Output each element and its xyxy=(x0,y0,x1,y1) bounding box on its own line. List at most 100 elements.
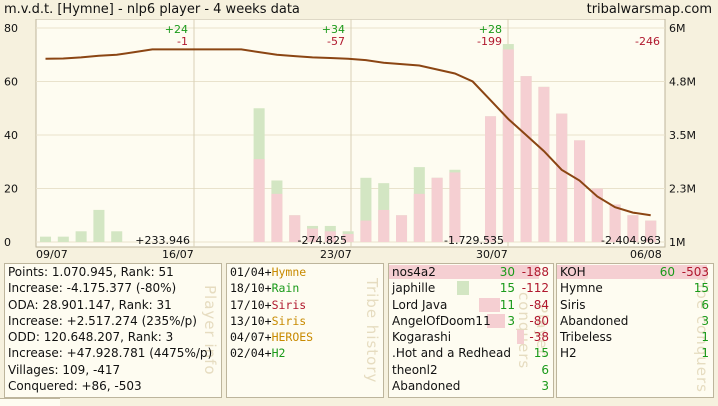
y-left-tick: 0 xyxy=(4,236,11,249)
bar-loss xyxy=(609,204,621,242)
bar-gain xyxy=(57,236,69,242)
conquer-loss-bar xyxy=(479,297,500,312)
bar-loss xyxy=(289,215,301,242)
tribe-history-date: 01/04 xyxy=(230,265,265,279)
conquer-name[interactable]: KOH xyxy=(560,265,586,279)
bar-loss xyxy=(627,215,639,242)
tribe-history-plus: + xyxy=(264,346,272,361)
conquer-gain: 6 xyxy=(701,297,709,312)
conquer-name[interactable]: nos4a2 xyxy=(392,265,436,279)
bar-loss xyxy=(574,140,586,242)
conquer-name[interactable]: theonl2 xyxy=(392,362,438,377)
bar-loss xyxy=(253,159,265,242)
tribe-history-date: 02/04 xyxy=(230,346,265,361)
conquer-row: theonl2 6 xyxy=(389,362,553,378)
tribe-history-item: 04/07+HEROES xyxy=(227,329,383,345)
conquer-loss: -503 xyxy=(681,265,709,279)
bar-gain xyxy=(93,209,105,242)
bar-loss xyxy=(502,49,514,243)
conquer-name[interactable]: Lord Java xyxy=(392,297,448,312)
tribe-history-name[interactable]: HEROES xyxy=(271,330,314,345)
bar-loss xyxy=(520,76,532,243)
bar-loss xyxy=(360,220,372,242)
player-info-line: Conquered: +86, -503 xyxy=(8,379,142,394)
annotation-loss: -1 xyxy=(177,35,188,48)
y-left-tick: 60 xyxy=(4,76,18,89)
conquer-row: Lord Java 11 -84 xyxy=(389,297,553,313)
site-name[interactable]: tribalwarsmap.com xyxy=(586,2,712,17)
conquer-gain: 15 xyxy=(693,281,709,296)
bar-loss xyxy=(324,231,336,242)
player-info-line: ODD: 120.648.207, Rank: 3 xyxy=(8,330,174,345)
chart-title: m.v.d.t. [Hymne] - nlp6 player - 4 weeks… xyxy=(4,2,300,17)
x-tick-label: 06/08 xyxy=(630,248,662,259)
conquer-row: Hymne 15 xyxy=(557,280,713,296)
annotation-change: -2.404.963 xyxy=(601,234,661,247)
tribe-history-name[interactable]: Siris xyxy=(271,313,307,328)
tribe-history-name[interactable]: Siris xyxy=(271,297,307,312)
conquer-name[interactable]: Abandoned xyxy=(560,313,629,328)
player-info-line: ODA: 28.901.147, Rank: 31 xyxy=(8,297,172,312)
annotation-gain: +24 xyxy=(165,23,188,36)
conquer-row: KOH 60 -503 xyxy=(557,264,713,280)
conquer-name[interactable]: Siris xyxy=(560,297,586,312)
conquer-gain: 3 xyxy=(507,313,515,328)
bar-loss xyxy=(378,209,390,242)
conquer-row: Siris 6 xyxy=(557,297,713,313)
conquer-header-bar xyxy=(389,265,539,279)
bar-gain xyxy=(111,231,123,242)
conquer-loss: -188 xyxy=(521,265,549,279)
conquer-gain: 6 xyxy=(541,362,549,377)
tribe-history-name[interactable]: Hymne xyxy=(271,265,307,279)
player-info-panel: Player info Points: 1.070.945, Rank: 51 I… xyxy=(4,263,222,398)
conquer-name[interactable]: japhille xyxy=(392,281,436,296)
annotation-gain: +34 xyxy=(322,23,345,36)
tribe-history-item: 18/10+Rain xyxy=(227,280,383,296)
conquer-gain: 1 xyxy=(701,346,709,361)
tribe-history-item: 01/04+Hymne xyxy=(227,264,383,280)
annotation-gain: +28 xyxy=(479,23,502,36)
annotation-change: -1.729.535 xyxy=(444,234,504,247)
conquer-gain: 3 xyxy=(701,313,709,328)
conquer-loss: -84 xyxy=(529,297,549,312)
conquer-row: Abandoned 3 xyxy=(389,378,553,394)
bar-gain xyxy=(75,231,87,242)
player-info-line: Increase: -4.175.377 (-80%) xyxy=(8,281,177,296)
tribe-history-plus: + xyxy=(264,281,272,296)
conquer-name[interactable]: Abandoned xyxy=(392,379,461,394)
conquer-loss: -80 xyxy=(529,313,549,328)
player-info-line: Villages: 109, -417 xyxy=(8,362,121,377)
annotation-loss: -199 xyxy=(477,35,502,48)
conquer-row: japhille 15 -112 xyxy=(389,280,553,296)
annotation-change: -274.825 xyxy=(298,234,347,247)
player-info-line: Increase: +47.928.781 (4475%/p) xyxy=(8,346,213,361)
tribe-conquers-panel: Tribe conquers KOH 60 -503 Hymne 15 Siris 6 Aba… xyxy=(556,263,714,398)
tribe-history-date: 04/07 xyxy=(230,330,265,345)
conquer-loss: -112 xyxy=(521,281,549,296)
y-left-tick: 20 xyxy=(4,183,18,196)
annotation-loss: -246 xyxy=(635,35,660,48)
bar-loss xyxy=(591,188,603,242)
conquer-name[interactable]: Kogarashi xyxy=(392,330,452,345)
conquer-name[interactable]: AngelOfDoom11 xyxy=(392,313,491,328)
points-line xyxy=(45,48,651,217)
conquer-name[interactable]: .Hot and a Redhead xyxy=(392,346,512,361)
x-tick-label: 16/07 xyxy=(162,248,194,259)
y-left-tick: 40 xyxy=(4,129,18,142)
x-tick-label: 09/07 xyxy=(36,248,68,259)
conquer-name[interactable]: Hymne xyxy=(560,281,603,296)
conquer-row: Kogarashi -38 xyxy=(389,329,553,345)
x-tick-label: 30/07 xyxy=(476,248,508,259)
bar-loss xyxy=(396,215,408,242)
conquer-gain: 1 xyxy=(701,330,709,345)
conquer-name[interactable]: H2 xyxy=(560,346,577,361)
y-right-tick: 4.8M xyxy=(669,76,696,89)
annotation-loss: -57 xyxy=(327,35,345,48)
conquer-name[interactable]: Tribeless xyxy=(560,330,613,345)
y-right-tick: 6M xyxy=(669,22,686,35)
conquer-gain: 30 xyxy=(499,265,515,279)
conquer-row: Abandoned 3 xyxy=(557,313,713,329)
tribe-history-name[interactable]: Rain xyxy=(271,281,300,296)
bar-loss xyxy=(556,113,568,242)
tribe-history-name[interactable]: H2 xyxy=(271,346,286,361)
